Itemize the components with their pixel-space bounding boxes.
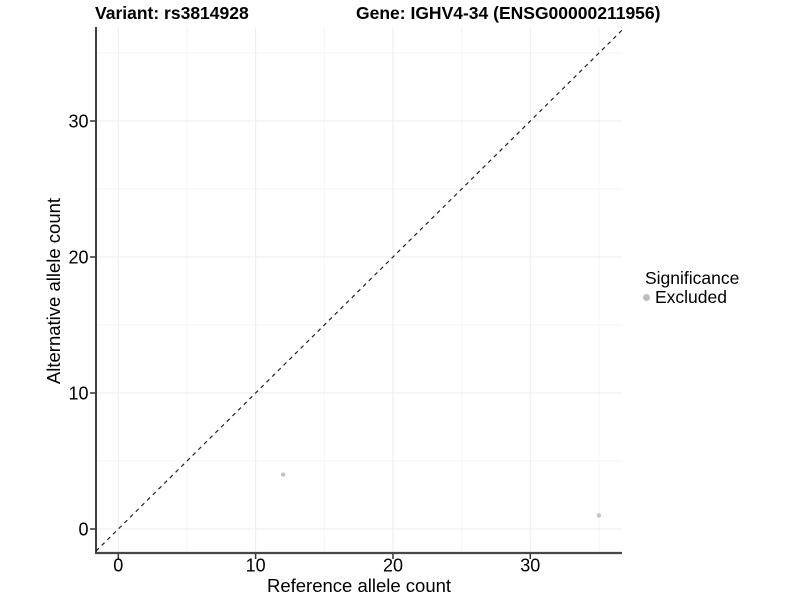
y-tick-label: 0 [78,520,88,540]
identity-dashed-line [95,29,623,552]
x-axis-title: Reference allele count [266,575,452,596]
legend-key-dot [643,294,650,301]
data-point [596,513,602,518]
plot-title-variant: Variant: rs3814928 [95,3,249,23]
y-tick-label: 30 [68,112,88,132]
x-tick-label: 10 [246,556,266,576]
legend: Significance Excluded [640,269,739,307]
x-tick-label: 20 [383,556,403,576]
y-axis-title: Alternative allele count [43,197,64,385]
y-tick-label: 10 [68,384,88,404]
plot-title-gene: Gene: IGHV4-34 (ENSG00000211956) [356,3,661,23]
x-tick-label: 0 [113,556,123,576]
legend-title: Significance [645,268,740,288]
data-point [280,472,286,477]
y-tick-label: 20 [68,248,88,268]
x-tick-label: 30 [520,556,540,576]
legend-item-excluded: Excluded [640,288,739,307]
legend-item-label: Excluded [655,287,727,307]
